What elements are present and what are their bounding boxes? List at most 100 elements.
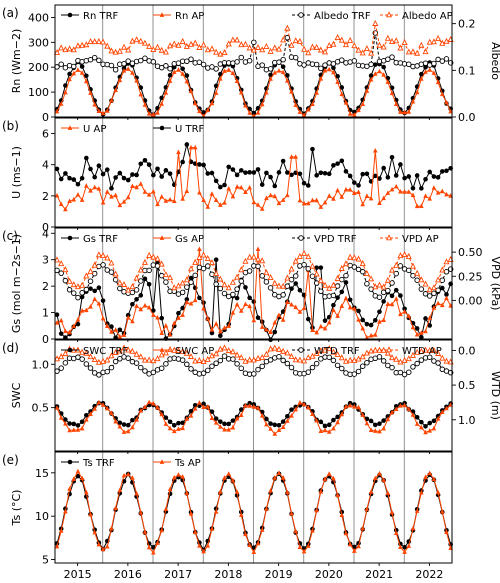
data-point — [339, 158, 345, 164]
data-point — [321, 281, 329, 288]
data-point — [393, 183, 399, 189]
data-point — [410, 192, 416, 198]
data-point — [305, 106, 311, 112]
data-point — [100, 199, 106, 205]
data-point — [225, 347, 232, 354]
data-point — [335, 73, 340, 79]
data-point — [137, 266, 144, 273]
data-point — [431, 185, 437, 190]
data-point — [213, 360, 219, 367]
data-point — [322, 62, 328, 68]
data-point — [162, 271, 169, 278]
data-point — [385, 79, 391, 84]
data-point — [234, 184, 240, 189]
data-point — [171, 428, 177, 434]
data-point — [389, 54, 395, 60]
data-point — [317, 46, 324, 53]
data-point — [275, 282, 282, 289]
data-point — [121, 199, 127, 204]
data-point — [351, 58, 358, 64]
data-point — [364, 281, 370, 287]
data-point — [96, 372, 102, 378]
data-point — [331, 417, 336, 423]
data-point — [180, 474, 185, 479]
data-point — [410, 364, 416, 370]
data-point — [87, 267, 94, 274]
data-point — [150, 369, 157, 376]
data-point — [159, 315, 165, 321]
data-point — [385, 362, 391, 369]
data-point — [218, 333, 223, 339]
data-point — [360, 412, 366, 417]
data-point — [351, 42, 358, 49]
data-point — [301, 112, 307, 118]
legend-entry: Rn TRF — [83, 11, 119, 22]
series-U_AP — [54, 144, 453, 212]
data-point — [71, 70, 77, 76]
data-point — [196, 253, 203, 260]
data-point — [297, 171, 303, 177]
data-point — [297, 309, 303, 314]
data-point — [213, 420, 219, 425]
y-tick-label: 0 — [42, 111, 49, 124]
data-point — [217, 50, 224, 57]
data-point — [331, 425, 336, 431]
legend-entry: Albedo AP — [402, 11, 453, 22]
data-point — [418, 276, 425, 283]
data-point — [426, 347, 433, 354]
data-point — [109, 329, 114, 334]
data-point — [368, 275, 375, 282]
data-point — [230, 477, 236, 483]
series-Rn_AP — [54, 66, 453, 119]
data-point — [372, 428, 378, 433]
legend-entry: WTD AP — [402, 346, 442, 357]
data-point — [192, 529, 198, 534]
data-point — [162, 349, 169, 356]
data-point — [381, 418, 386, 423]
legend — [61, 234, 398, 241]
data-point — [359, 49, 366, 56]
data-point — [222, 200, 227, 205]
data-point — [251, 404, 257, 409]
data-point — [393, 355, 400, 362]
data-point — [234, 361, 240, 367]
data-point — [435, 489, 441, 495]
data-point — [423, 177, 428, 182]
data-point — [364, 506, 370, 512]
data-point — [280, 292, 286, 298]
data-point — [192, 406, 198, 411]
data-point — [67, 427, 72, 433]
data-point — [431, 358, 437, 364]
data-point — [226, 421, 232, 427]
data-point — [389, 409, 395, 415]
data-point — [339, 289, 345, 295]
data-point — [75, 423, 81, 428]
data-point — [176, 420, 181, 426]
data-point — [158, 46, 165, 53]
data-point — [104, 42, 111, 49]
data-point — [54, 192, 60, 198]
data-point — [314, 173, 319, 178]
data-point — [183, 349, 190, 356]
data-point — [418, 357, 425, 363]
data-point — [334, 362, 341, 369]
data-point — [133, 36, 140, 43]
data-point — [419, 424, 424, 430]
data-point — [91, 54, 98, 61]
data-point — [285, 413, 290, 419]
data-point — [309, 364, 316, 371]
data-point — [230, 70, 236, 76]
data-point — [343, 280, 349, 285]
data-point — [125, 346, 132, 353]
data-point — [100, 546, 106, 552]
data-point — [171, 422, 177, 428]
data-point — [410, 324, 416, 330]
data-point — [200, 370, 207, 376]
data-point — [444, 168, 449, 174]
series-Alb_TRF — [54, 30, 454, 73]
data-point — [372, 62, 378, 67]
data-point — [91, 261, 98, 268]
data-point — [134, 184, 139, 190]
data-point — [226, 471, 232, 476]
y-tick-label: 0.5 — [32, 402, 50, 415]
